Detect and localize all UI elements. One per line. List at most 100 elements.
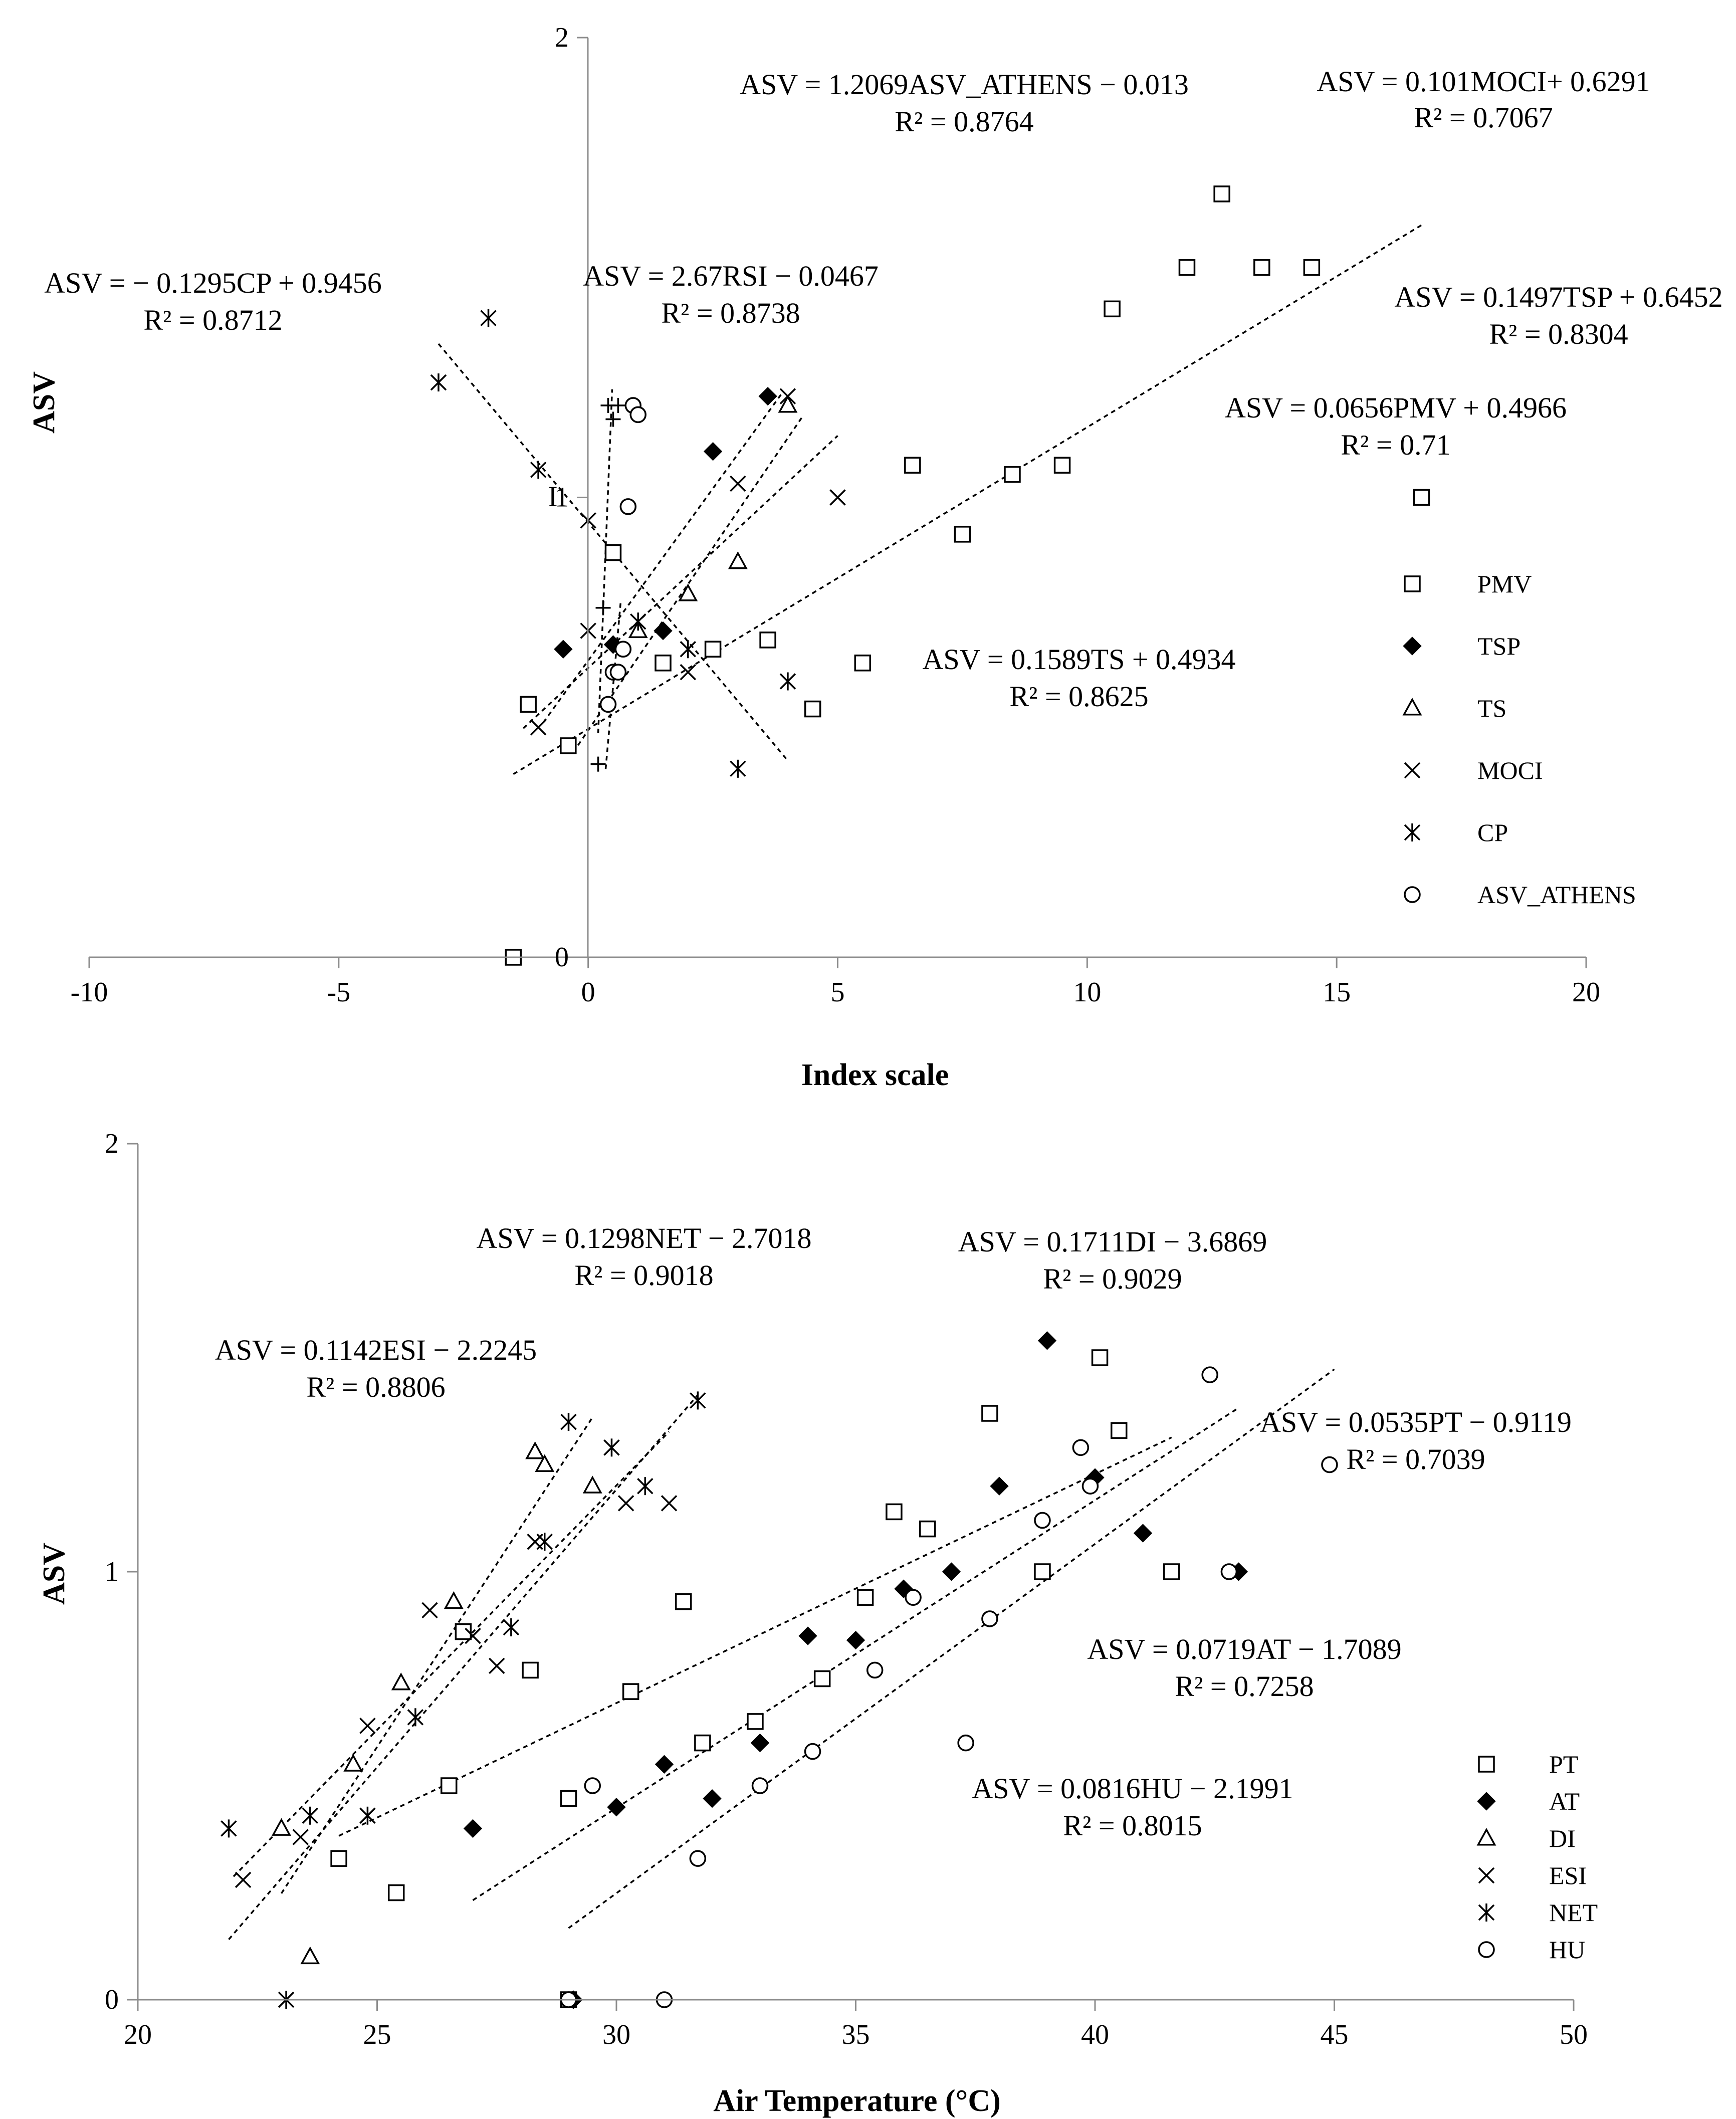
- r2-hu: R² = 0.8015: [1063, 1809, 1202, 1842]
- point-tsp: [554, 640, 573, 659]
- y-tick-label: 0: [105, 1984, 119, 2015]
- point-cp: [730, 759, 746, 778]
- r2-rsi: R² = 0.8738: [661, 297, 800, 329]
- point-net: [302, 1806, 319, 1825]
- point-tsp: [758, 386, 777, 406]
- point-esi: [235, 1871, 252, 1888]
- point-di: [535, 1454, 555, 1472]
- r2-asv-athens: R² = 0.8764: [895, 105, 1033, 138]
- trendline-net: [228, 1394, 699, 1940]
- legend-marker-ts: [1402, 698, 1422, 716]
- r2-net: R² = 0.9018: [574, 1259, 713, 1292]
- x-tick-label: -5: [327, 977, 351, 1008]
- point-pt: [622, 1683, 639, 1700]
- point-hu: [981, 1610, 998, 1627]
- legend-marker-cp: [1404, 823, 1421, 841]
- point-pmv: [804, 700, 821, 718]
- x-tick-label: 25: [363, 2019, 391, 2050]
- point-pmv: [1104, 300, 1121, 318]
- r2-pt: R² = 0.7039: [1346, 1443, 1485, 1475]
- equation-pmv: ASV = 0.0656PMV + 0.4966: [1225, 391, 1567, 424]
- legend-label-ts: TS: [1477, 694, 1506, 722]
- point-ts: [778, 395, 798, 413]
- point-pt: [813, 1670, 831, 1687]
- x-tick-label: 20: [1572, 977, 1600, 1008]
- legend: PMV TSP TS MOCI CP ASV_ATHENS: [1402, 570, 1636, 909]
- annotation-label: I: [548, 480, 557, 513]
- point-esi: [421, 1602, 438, 1619]
- point-pmv: [1178, 259, 1196, 276]
- r2-moci: R² = 0.7067: [1414, 101, 1553, 134]
- legend-label-tsp: TSP: [1477, 632, 1521, 660]
- legend-label-pt: PT: [1549, 1750, 1578, 1778]
- point-pt: [919, 1520, 936, 1538]
- y-axis-title: ASV: [27, 371, 61, 434]
- point-cp: [680, 640, 697, 659]
- trendline-esi: [233, 1431, 670, 1877]
- point-net: [637, 1477, 654, 1496]
- point-di: [582, 1475, 602, 1494]
- point-net: [536, 1533, 553, 1551]
- y-ticks: 0 1 2: [105, 1128, 138, 2015]
- point-di: [444, 1591, 464, 1609]
- x-ticks: -10 -5 0 5 10 15 20: [71, 957, 1600, 1008]
- equation-hu: ASV = 0.0816HU − 2.1991: [972, 1772, 1293, 1805]
- legend-label-moci: MOCI: [1477, 756, 1543, 784]
- point-hu: [1201, 1366, 1218, 1383]
- x-tick-label: 20: [124, 2019, 152, 2050]
- axes: -10 -5 0 5 10 15 20 0 1 2: [71, 22, 1600, 1008]
- point-cp: [530, 461, 547, 479]
- legend-label-hu: HU: [1549, 1936, 1585, 1964]
- point-plus: [595, 600, 611, 615]
- x-tick-label: 50: [1560, 2019, 1588, 2050]
- point-esi: [465, 1627, 481, 1644]
- point-hu: [1081, 1477, 1099, 1495]
- legend-label-at: AT: [1549, 1787, 1580, 1815]
- equation-net: ASV = 0.1298NET − 2.7018: [476, 1222, 811, 1254]
- x-axis-title: Index scale: [801, 1058, 949, 1092]
- x-tick-label: 45: [1321, 2019, 1349, 2050]
- point-hu: [689, 1850, 707, 1867]
- point-pt: [330, 1850, 347, 1867]
- legend-label-net: NET: [1549, 1898, 1598, 1927]
- point-pmv: [560, 737, 577, 754]
- x-ticks: 20 25 30 35 40 45 50: [124, 2000, 1588, 2050]
- legend-label-cp: CP: [1477, 818, 1508, 846]
- trendline-tsp: [542, 391, 784, 723]
- point-hu: [1034, 1512, 1051, 1529]
- point-pt: [1034, 1563, 1051, 1580]
- x-axis-title: Air Temperature (°C): [713, 2084, 1001, 2118]
- point-cp: [779, 672, 796, 691]
- legend-marker-esi: [1478, 1867, 1495, 1884]
- trendline-pt: [338, 1436, 1172, 1837]
- point-esi: [489, 1657, 505, 1674]
- x-tick-label: 30: [602, 2019, 630, 2050]
- point-at: [846, 1630, 865, 1650]
- point-di: [300, 1946, 320, 1965]
- x-tick-label: 10: [1073, 977, 1101, 1008]
- legend-marker-at: [1477, 1792, 1496, 1811]
- y-tick-label: 2: [105, 1128, 119, 1159]
- equation-at: ASV = 0.0719AT − 1.7089: [1087, 1633, 1401, 1665]
- trendline-at: [472, 1407, 1239, 1901]
- point-moci: [530, 719, 547, 736]
- legend-label-asv-athens: ASV_ATHENS: [1477, 881, 1636, 909]
- point-pt: [675, 1593, 692, 1610]
- point-cp: [480, 309, 497, 327]
- trendline-di: [281, 1417, 593, 1894]
- point-pt: [856, 1589, 874, 1606]
- point-ts: [728, 551, 748, 569]
- point-pmv: [704, 641, 722, 658]
- point-pt: [1163, 1563, 1180, 1580]
- point-pmv: [604, 544, 622, 561]
- point-hu: [905, 1589, 922, 1606]
- x-tick-label: 0: [581, 977, 595, 1008]
- y-ticks: 0 1 2: [555, 22, 588, 973]
- legend-label-di: DI: [1549, 1824, 1576, 1852]
- point-net: [690, 1391, 706, 1410]
- point-moci: [680, 664, 697, 681]
- point-hu: [957, 1734, 974, 1752]
- point-cp: [629, 612, 646, 631]
- point-pmv: [1253, 259, 1270, 276]
- point-pmv: [759, 631, 776, 649]
